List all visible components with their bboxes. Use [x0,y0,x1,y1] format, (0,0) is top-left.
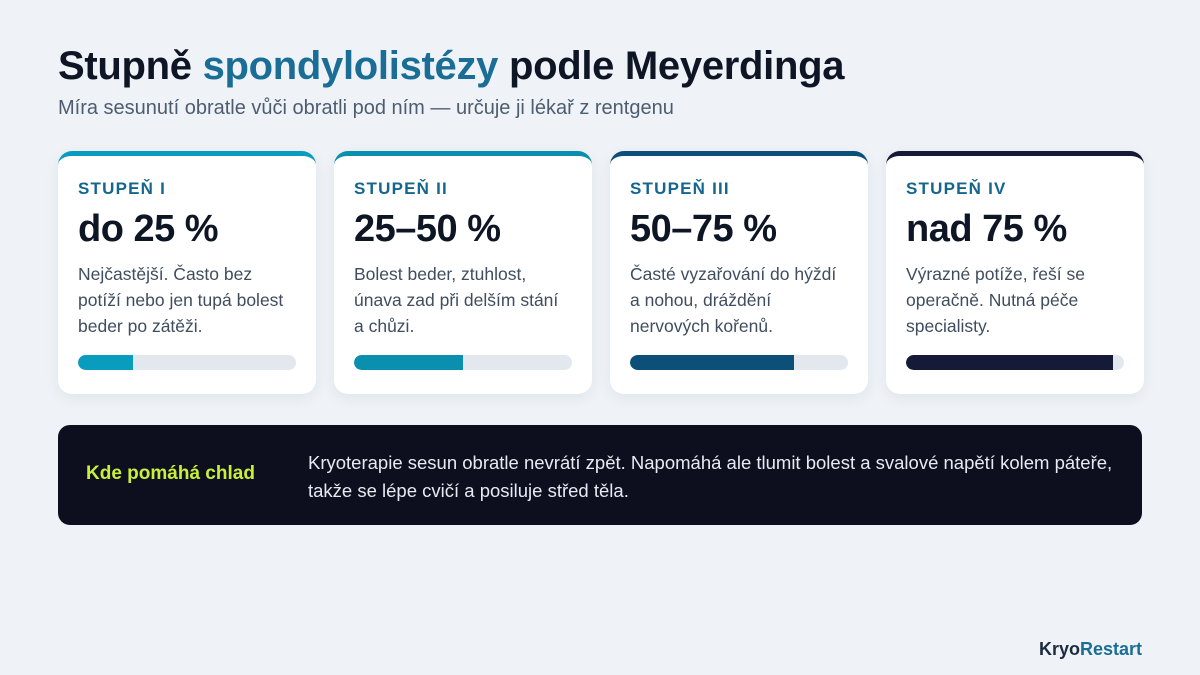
grade-value: do 25 % [78,208,219,250]
severity-bar [630,355,848,370]
grade-value: 50–75 % [630,208,777,250]
title-pre: Stupně [58,44,203,88]
grade-description: Nejčastější. Často bez potíží nebo jen t… [78,264,284,336]
grade-card-3: STUPEŇ III 50–75 % Časté vyzařování do h… [610,151,868,394]
severity-bar [906,355,1124,370]
grade-description: Výrazné potíže, řeší se operačně. Nutná … [906,264,1085,336]
grade-cards: STUPEŇ I do 25 % Nejčastější. Často bez … [58,151,1144,394]
severity-bar-fill [630,355,794,370]
grade-card-4: STUPEŇ IV nad 75 % Výrazné potíže, řeší … [886,151,1144,394]
banner-label: Kde pomáhá chlad [86,463,255,484]
brand-part-1: Kryo [1038,639,1080,659]
severity-bar-fill [354,355,463,370]
title-accent: spondylolistézy [202,44,499,88]
severity-bar-fill [78,355,133,370]
grade-card-2: STUPEŇ II 25–50 % Bolest beder, ztuhlost… [334,151,592,394]
grade-label: STUPEŇ IV [906,179,1007,198]
severity-bar-fill [906,355,1114,370]
page-subtitle: Míra sesunutí obratle vůči obratli pod n… [58,97,674,119]
grade-value: 25–50 % [354,208,501,250]
severity-bar [354,355,572,370]
severity-bar [78,355,296,370]
grade-description: Bolest beder, ztuhlost, únava zad při de… [354,264,559,336]
brand-logo: KryoRestart [1039,639,1142,660]
grade-description: Časté vyzařování do hýždí a nohou, drážd… [630,264,837,336]
page-title: Stupně spondylolistézy podle Meyerdinga [58,44,845,89]
grade-label: STUPEŇ III [630,179,730,198]
grade-value: nad 75 % [906,208,1067,250]
grade-card-1: STUPEŇ I do 25 % Nejčastější. Často bez … [58,151,316,394]
grade-label: STUPEŇ I [78,179,167,198]
grade-label: STUPEŇ II [354,179,448,198]
info-banner: Kde pomáhá chlad Kryoterapie sesun obrat… [58,425,1142,525]
brand-part-2: Restart [1079,639,1142,659]
title-post: podle Meyerdinga [498,44,845,88]
banner-text: Kryoterapie sesun obratle nevrátí zpět. … [308,452,1113,501]
